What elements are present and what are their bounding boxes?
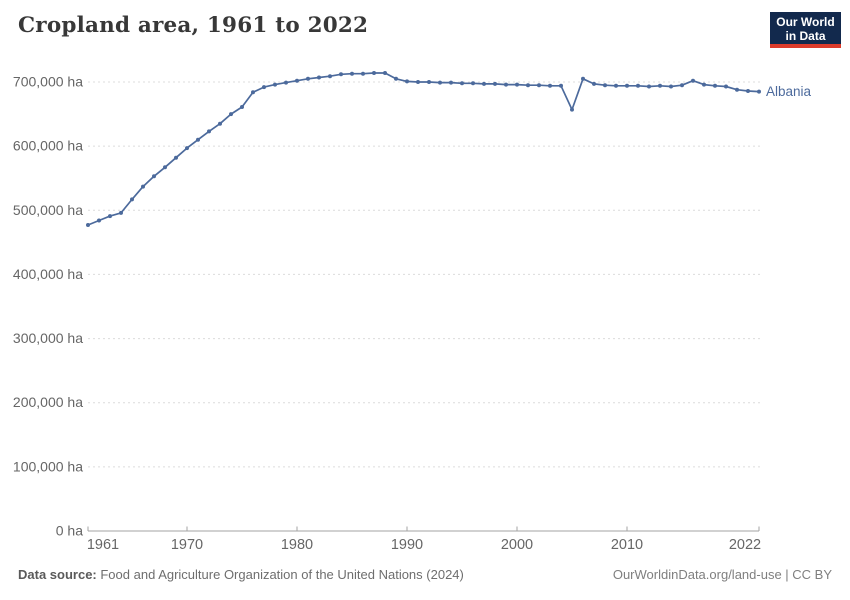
y-axis-tick-label: 200,000 ha [13, 394, 83, 410]
data-point[interactable] [372, 71, 376, 75]
data-point[interactable] [240, 105, 244, 109]
y-axis-tick-label: 600,000 ha [13, 138, 83, 154]
data-source-text: Food and Agriculture Organization of the… [96, 567, 464, 582]
data-point[interactable] [449, 80, 453, 85]
data-point[interactable] [757, 89, 761, 94]
data-point[interactable] [724, 84, 728, 89]
data-point[interactable] [174, 155, 178, 160]
data-source: Data source: Food and Agriculture Organi… [18, 567, 464, 582]
data-point[interactable] [229, 112, 233, 117]
data-point[interactable] [713, 83, 717, 88]
data-point[interactable] [669, 84, 673, 89]
x-axis-tick-label: 2022 [729, 537, 761, 553]
data-point[interactable] [108, 214, 112, 219]
data-point[interactable] [361, 71, 365, 76]
data-point[interactable] [526, 83, 530, 88]
data-point[interactable] [218, 121, 222, 126]
data-point[interactable] [691, 78, 695, 83]
y-axis-tick-label: 100,000 ha [13, 458, 83, 474]
data-point[interactable] [284, 80, 288, 85]
data-point[interactable] [427, 80, 431, 84]
series-label-albania[interactable]: Albania [766, 84, 812, 99]
data-point[interactable] [493, 81, 497, 86]
data-point[interactable] [405, 79, 409, 84]
data-point[interactable] [383, 71, 387, 75]
y-axis-tick-label: 500,000 ha [13, 202, 83, 218]
data-point[interactable] [416, 80, 420, 84]
data-point[interactable] [658, 83, 662, 88]
y-axis-tick-label: 300,000 ha [13, 330, 83, 346]
x-axis-tick-label: 2010 [611, 537, 643, 553]
data-point[interactable] [350, 71, 354, 76]
x-axis-tick-label: 1980 [281, 537, 313, 553]
data-source-label: Data source: [18, 567, 97, 582]
data-point[interactable] [735, 87, 739, 92]
data-point[interactable] [251, 90, 255, 95]
x-axis-tick-label: 1990 [391, 537, 423, 553]
data-point[interactable] [471, 81, 475, 86]
data-point[interactable] [702, 82, 706, 87]
data-point[interactable] [515, 82, 519, 87]
data-point[interactable] [317, 75, 321, 80]
data-point[interactable] [537, 83, 541, 88]
data-point[interactable] [196, 137, 200, 142]
data-point[interactable] [152, 174, 156, 179]
data-point[interactable] [504, 82, 508, 87]
x-axis-tick-label: 1961 [87, 537, 119, 553]
data-point[interactable] [295, 78, 299, 83]
owid-logo[interactable]: Our World in Data [770, 12, 841, 48]
data-point[interactable] [438, 80, 442, 85]
data-point[interactable] [97, 218, 101, 223]
footer-link[interactable]: OurWorldinData.org/land-use | CC BY [612, 567, 832, 582]
data-point[interactable] [625, 83, 629, 88]
data-point[interactable] [185, 146, 189, 151]
y-axis-tick-label: 0 ha [56, 523, 83, 539]
data-point[interactable] [603, 83, 607, 88]
data-point[interactable] [262, 85, 266, 90]
data-point[interactable] [273, 82, 277, 87]
y-axis-tick-label: 400,000 ha [13, 266, 83, 282]
data-point[interactable] [86, 223, 90, 227]
data-point[interactable] [328, 74, 332, 79]
data-point[interactable] [339, 72, 343, 77]
data-point[interactable] [559, 83, 563, 88]
data-point[interactable] [680, 83, 684, 88]
data-point[interactable] [306, 76, 310, 81]
data-point[interactable] [592, 81, 596, 86]
page-title: Cropland area, 1961 to 2022 [18, 13, 369, 38]
data-point[interactable] [647, 84, 651, 89]
data-point[interactable] [581, 76, 585, 81]
x-axis-tick-label: 2000 [501, 537, 533, 553]
data-point[interactable] [163, 165, 167, 170]
data-point[interactable] [394, 76, 398, 81]
chart-footer: Data source: Food and Agriculture Organi… [18, 567, 832, 582]
data-point[interactable] [130, 197, 134, 202]
data-point[interactable] [207, 129, 211, 134]
data-point[interactable] [614, 83, 618, 88]
data-point[interactable] [141, 184, 145, 189]
data-point[interactable] [636, 83, 640, 88]
y-axis-tick-label: 700,000 ha [13, 74, 83, 90]
data-point[interactable] [460, 81, 464, 86]
data-point[interactable] [119, 210, 123, 215]
data-point[interactable] [482, 81, 486, 86]
data-point[interactable] [746, 89, 750, 93]
owid-logo-line1: Our World [776, 14, 835, 29]
data-point[interactable] [570, 107, 574, 112]
x-axis-tick-label: 1970 [171, 537, 203, 553]
owid-logo-line2: in Data [785, 29, 826, 43]
data-point[interactable] [548, 83, 552, 88]
